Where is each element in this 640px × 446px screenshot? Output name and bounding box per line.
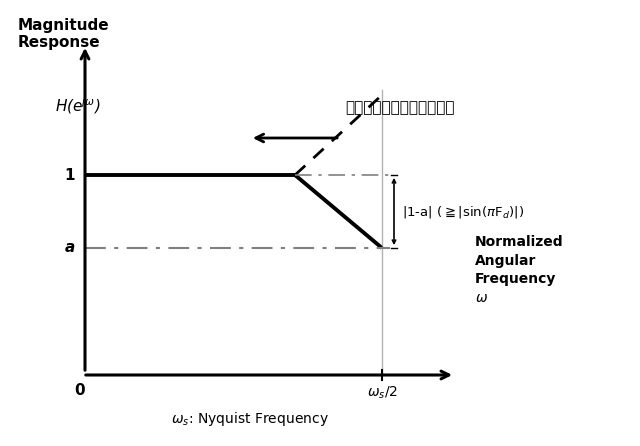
Text: |1-a| ($\geqq$|sin($\pi$F$_d$)|): |1-a| ($\geqq$|sin($\pi$F$_d$)|) <box>402 204 524 220</box>
Text: 1: 1 <box>65 168 75 182</box>
Text: $\omega_s$: Nyquist Frequency: $\omega_s$: Nyquist Frequency <box>171 410 329 428</box>
Text: Normalized
Angular
Frequency
$\omega$: Normalized Angular Frequency $\omega$ <box>475 235 564 305</box>
Text: 低次数（少ないタップ数）: 低次数（少ないタップ数） <box>345 100 454 116</box>
Text: H(e$^{j\omega}$): H(e$^{j\omega}$) <box>55 95 100 116</box>
Text: $\omega_s$/2: $\omega_s$/2 <box>367 385 397 401</box>
Text: a: a <box>65 240 75 256</box>
Text: 0: 0 <box>75 383 85 398</box>
Text: Magnitude
Response: Magnitude Response <box>18 18 109 50</box>
